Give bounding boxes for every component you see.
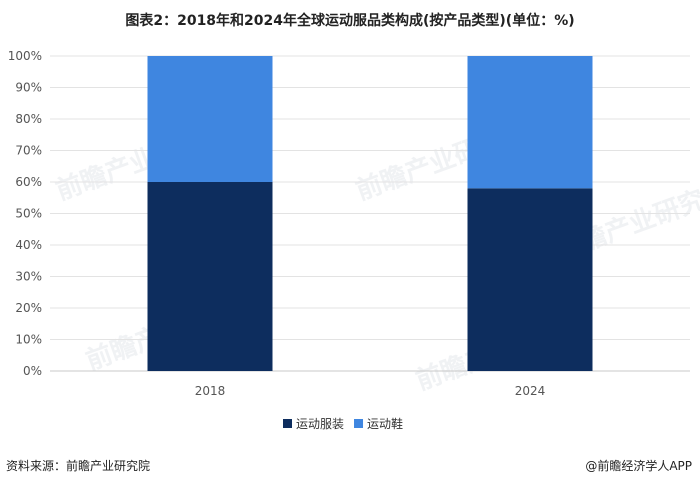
x-axis: 2018 2024: [195, 384, 546, 398]
y-axis: 0% 10% 20% 30% 40% 50% 60% 70% 80% 90% 100%: [8, 49, 42, 378]
gridlines: [50, 55, 690, 372]
y-tick-label: 80%: [15, 112, 42, 126]
y-tick-label: 50%: [15, 207, 42, 221]
y-tick-label: 20%: [15, 301, 42, 315]
chart-title: 图表2：2018年和2024年全球运动服品类构成(按产品类型)(单位：%): [125, 13, 575, 29]
x-tick-label: 2024: [515, 384, 546, 398]
legend-swatch: [283, 419, 292, 428]
legend-label: 运动服装: [296, 417, 344, 431]
bar-2018-apparel: [147, 182, 273, 371]
legend-swatch: [354, 419, 364, 428]
y-tick-label: 90%: [15, 81, 42, 95]
brand-credit: @前瞻经济学人APP: [585, 459, 692, 473]
bar-2024-footwear: [467, 56, 593, 189]
y-tick-label: 30%: [15, 270, 42, 284]
y-tick-label: 40%: [15, 238, 42, 252]
source-note: 资料来源：前瞻产业研究院: [6, 459, 151, 473]
y-tick-label: 70%: [15, 144, 42, 158]
bars: [147, 56, 593, 371]
y-tick-label: 100%: [8, 49, 42, 63]
x-tick-label: 2018: [195, 384, 226, 398]
legend: 运动服装 运动鞋: [283, 416, 403, 431]
bar-2018-footwear: [147, 56, 273, 182]
y-tick-label: 60%: [15, 175, 42, 189]
legend-label: 运动鞋: [367, 416, 403, 431]
bar-2024-apparel: [467, 188, 593, 371]
y-tick-label: 0%: [23, 364, 42, 378]
y-tick-label: 10%: [15, 333, 42, 347]
